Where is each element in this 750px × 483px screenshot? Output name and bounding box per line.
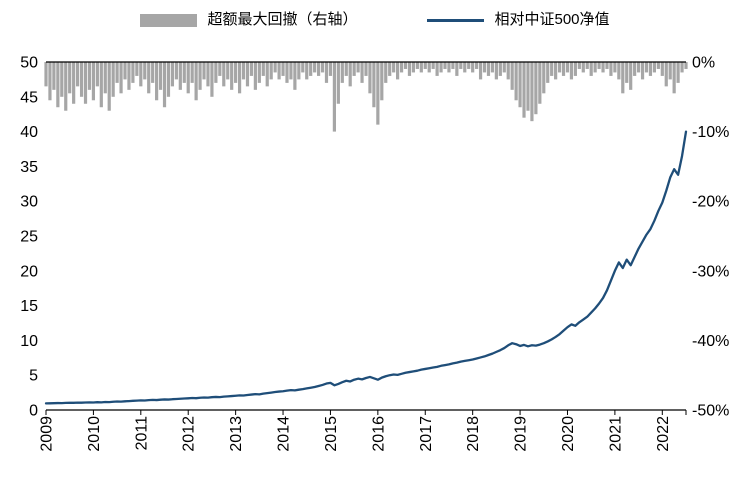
legend-label-netvalue: 相对中证500净值 xyxy=(494,11,610,28)
left-tick-label: 30 xyxy=(20,194,38,211)
x-tick-label: 2015 xyxy=(323,416,340,452)
x-tick-label: 2020 xyxy=(560,416,577,452)
netvalue-line-swatch-icon xyxy=(427,18,485,22)
netvalue-line xyxy=(44,130,688,405)
left-tick-label: 40 xyxy=(20,124,38,141)
left-tick-label: 15 xyxy=(20,298,38,315)
left-tick-label: 25 xyxy=(20,229,38,246)
x-axis-labels: 2009 2010 2011 2012 2013 2014 2015 2016 2017 2018… xyxy=(39,410,687,452)
x-tick-label: 2016 xyxy=(370,416,387,452)
x-tick-label: 2012 xyxy=(181,416,198,452)
left-tick-label: 0 xyxy=(29,403,38,420)
x-tick-label: 2021 xyxy=(607,416,624,452)
legend-item-netvalue: 相对中证500净值 xyxy=(427,9,610,31)
legend: 超额最大回撤（右轴） 相对中证500净值 xyxy=(0,9,750,31)
x-tick-label: 2017 xyxy=(418,416,435,452)
right-axis-labels: 0% -10% -20% -30% -40% -50% xyxy=(692,55,729,420)
x-tick-label: 2022 xyxy=(655,416,672,452)
left-axis-labels: 0 5 10 15 20 25 30 35 40 45 50 xyxy=(20,55,38,420)
x-tick-label: 2018 xyxy=(465,416,482,452)
x-tick-label: 2019 xyxy=(513,416,530,452)
right-tick-label: 0% xyxy=(692,55,715,72)
legend-item-drawdown: 超额最大回撤（右轴） xyxy=(140,9,357,31)
drawdown-bar-swatch-icon xyxy=(140,13,198,27)
right-tick-label: -10% xyxy=(692,124,729,141)
left-tick-label: 5 xyxy=(29,368,38,385)
x-tick-label: 2014 xyxy=(276,416,293,452)
x-tick-label: 2013 xyxy=(228,416,245,452)
right-tick-label: -50% xyxy=(692,403,729,420)
right-tick-label: -20% xyxy=(692,194,729,211)
left-tick-label: 20 xyxy=(20,263,38,280)
left-tick-label: 45 xyxy=(20,89,38,106)
right-tick-label: -40% xyxy=(692,333,729,350)
drawdown-bars-series xyxy=(44,62,688,132)
x-tick-label: 2010 xyxy=(86,416,103,452)
left-tick-label: 35 xyxy=(20,159,38,176)
left-tick-label: 10 xyxy=(20,333,38,350)
x-tick-label: 2011 xyxy=(133,416,150,451)
legend-label-drawdown: 超额最大回撤（右轴） xyxy=(207,11,358,28)
right-tick-label: -30% xyxy=(692,263,729,280)
left-tick-label: 50 xyxy=(20,55,38,72)
x-tick-label: 2009 xyxy=(39,416,56,452)
